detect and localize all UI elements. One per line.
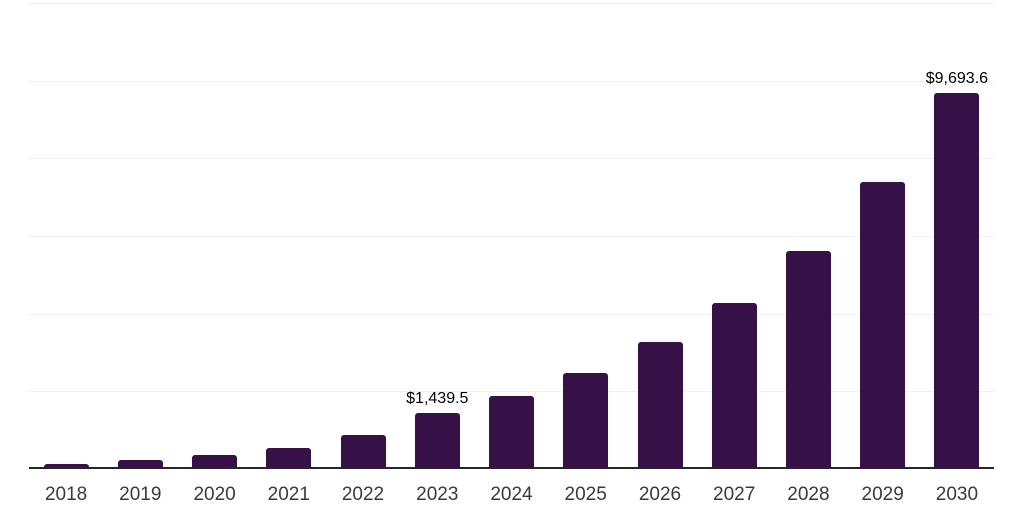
x-tick-2022: 2022 [341, 484, 385, 505]
x-tick-2028: 2028 [787, 484, 830, 505]
x-tick-2025: 2025 [564, 484, 607, 505]
bar-2027[interactable] [711, 302, 757, 469]
bar-2019[interactable] [117, 459, 163, 469]
bar-2029[interactable] [860, 182, 906, 469]
gridline-2000 [29, 391, 994, 393]
gridline-12000 [29, 3, 994, 4]
x-tick-2026: 2026 [638, 484, 682, 505]
x-axis-line [29, 467, 994, 469]
bar-2023[interactable] [414, 413, 460, 469]
bar-2020[interactable] [192, 455, 238, 469]
data-label-2030: $9,693.6 [925, 69, 989, 87]
gridline-6000 [29, 236, 994, 237]
bar-2025[interactable] [563, 372, 609, 469]
x-tick-2030: 2030 [935, 484, 979, 505]
x-tick-2029: 2029 [861, 484, 904, 505]
bar-2021[interactable] [266, 447, 312, 469]
x-tick-2020: 2020 [193, 484, 236, 505]
x-tick-2024: 2024 [490, 484, 533, 505]
gridline-8000 [29, 158, 994, 160]
data-label-2023: $1,439.5 [406, 390, 469, 408]
gridline-4000 [29, 313, 994, 315]
bar-2026[interactable] [637, 342, 683, 469]
bar-2024[interactable] [489, 395, 534, 469]
gridline-10000 [29, 80, 994, 82]
bar-2030[interactable] [934, 92, 980, 469]
x-tick-2018: 2018 [44, 484, 88, 505]
x-tick-2027: 2027 [713, 484, 756, 505]
bar-2022[interactable] [340, 435, 386, 469]
bar-2028[interactable] [785, 250, 831, 469]
x-tick-2019: 2019 [119, 484, 162, 505]
bar-2018[interactable] [43, 463, 89, 469]
x-tick-2023: 2023 [416, 484, 459, 505]
x-tick-2021: 2021 [267, 484, 310, 505]
